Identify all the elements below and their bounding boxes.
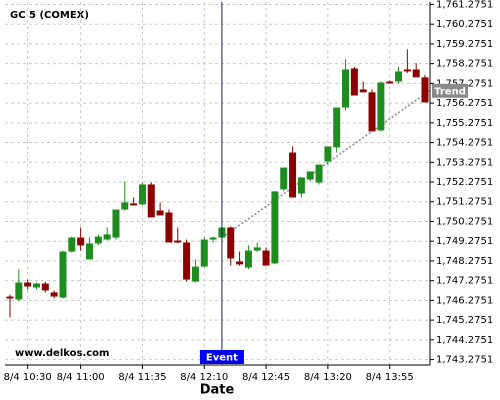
candle-body <box>94 236 102 244</box>
candle-body <box>32 283 40 288</box>
trend-box <box>432 83 468 98</box>
candle-body <box>236 261 244 265</box>
candle-body <box>403 69 411 72</box>
candle-body <box>174 240 182 243</box>
candle-body <box>297 177 305 194</box>
candle-body <box>244 250 252 268</box>
y-tick-label: 1,751.2751 <box>436 197 493 208</box>
candle-body <box>156 210 164 216</box>
candle-body <box>183 242 191 280</box>
candle-body <box>421 77 429 103</box>
y-tick-label: 1,750.2751 <box>436 216 493 227</box>
candle-body <box>165 212 173 243</box>
trend-line <box>221 90 430 239</box>
candle-body <box>412 69 420 78</box>
candle-body <box>200 239 208 267</box>
candle-body <box>191 266 199 282</box>
candle-body <box>77 237 85 246</box>
y-tick-label: 1,744.2751 <box>436 335 493 346</box>
y-tick-label: 1,755.2751 <box>436 118 493 129</box>
candle-body <box>333 107 341 148</box>
candle-body <box>147 184 155 218</box>
candle-body <box>85 243 93 260</box>
candle-body <box>253 247 261 251</box>
candle-body <box>315 164 323 183</box>
x-tick-label: 8/4 13:55 <box>366 372 414 383</box>
y-tick-label: 1,745.2751 <box>436 315 493 326</box>
candle-body <box>103 234 111 240</box>
y-tick-label: 1,758.2751 <box>436 59 493 70</box>
y-tick-label: 1,759.2751 <box>436 39 493 50</box>
event-label: Event <box>206 353 238 364</box>
candle-body <box>121 202 129 210</box>
candle-body <box>209 237 217 240</box>
y-tick-label: 1,743.2751 <box>436 355 493 366</box>
y-tick-label: 1,748.2751 <box>436 256 493 267</box>
trend-label: Trend <box>434 86 466 97</box>
candle-body <box>41 283 49 291</box>
candle-body <box>280 167 288 190</box>
candle-body <box>6 296 14 299</box>
event-box <box>199 350 244 364</box>
candle-body <box>271 191 279 264</box>
candle-body <box>342 69 350 108</box>
y-tick-label: 1,747.2751 <box>436 276 493 287</box>
x-tick-label: 8/4 13:20 <box>304 372 352 383</box>
candle-body <box>324 146 332 162</box>
candle-body <box>227 227 235 259</box>
x-tick-label: 8/4 12:45 <box>242 372 290 383</box>
candle-body <box>395 71 403 82</box>
x-tick-label: 8/4 12:10 <box>180 372 228 383</box>
y-tick-label: 1,756.2751 <box>436 98 493 109</box>
candle-body <box>15 282 23 300</box>
candle-body <box>368 92 376 132</box>
candle-body <box>377 82 385 131</box>
y-tick-label: 1,753.2751 <box>436 157 493 168</box>
watermark: www.delkos.com <box>15 348 109 359</box>
x-tick-label: 8/4 10:30 <box>4 372 52 383</box>
candle-body <box>289 152 297 198</box>
candle-body <box>306 171 314 180</box>
y-tick-label: 1,754.2751 <box>436 138 493 149</box>
candle-body <box>24 282 32 287</box>
y-tick-label: 1,752.2751 <box>436 177 493 188</box>
candle-body <box>112 209 120 238</box>
candle-body <box>359 89 367 93</box>
candle-body <box>59 251 67 298</box>
candle-body <box>350 68 358 96</box>
y-tick-label: 1,746.2751 <box>436 295 493 306</box>
chart-title: GC 5 (COMEX) <box>10 10 89 21</box>
candle-body <box>50 292 58 297</box>
x-tick-label: 8/4 11:00 <box>57 372 105 383</box>
candle-body <box>386 81 394 84</box>
y-tick-label: 1,749.2751 <box>436 236 493 247</box>
x-tick-label: 8/4 11:35 <box>118 372 166 383</box>
y-tick-label: 1,760.2751 <box>436 19 493 30</box>
x-axis-label: Date <box>200 383 235 398</box>
grid <box>5 2 430 365</box>
candle-body <box>138 184 146 205</box>
candle-body <box>130 203 138 206</box>
candle-body <box>68 237 76 252</box>
candle-body <box>262 250 270 266</box>
y-tick-label: 1,761.2751 <box>436 0 493 10</box>
